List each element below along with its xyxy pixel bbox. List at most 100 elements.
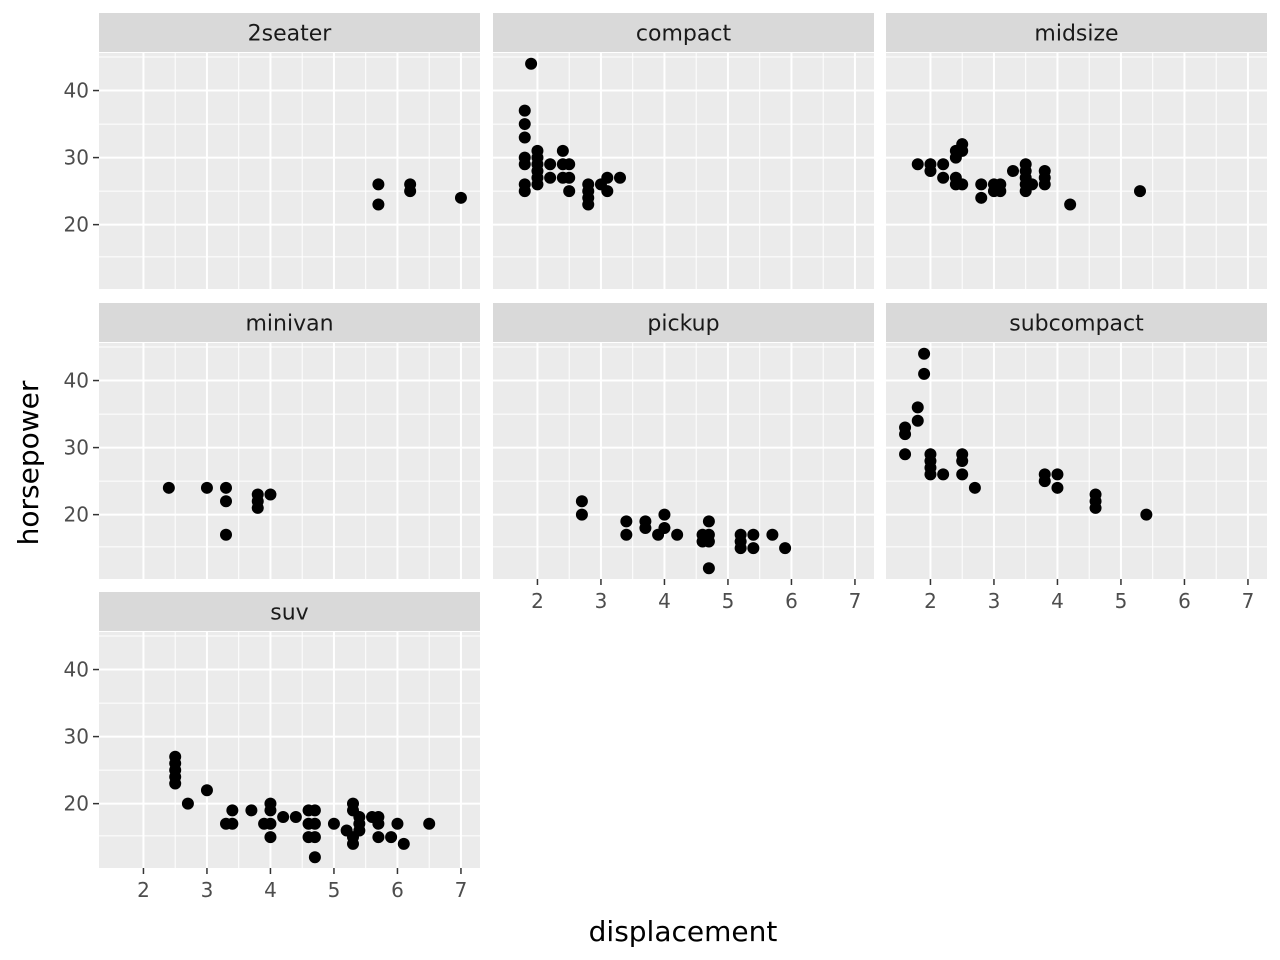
- data-point: [918, 347, 931, 360]
- facet-panel-midsize: midsize: [886, 13, 1267, 289]
- data-point: [1038, 475, 1051, 488]
- y-tick-label: 30: [64, 725, 89, 749]
- facet-strip-label: pickup: [647, 312, 719, 337]
- facet-panel-2seater: 2seater 20 30 40: [64, 13, 480, 289]
- data-point: [353, 824, 366, 837]
- data-point: [277, 811, 290, 824]
- x-tick-label: 3: [988, 589, 1001, 613]
- data-point: [404, 185, 417, 198]
- data-point: [1051, 468, 1064, 481]
- y-tick-label: 40: [64, 658, 89, 682]
- data-point: [956, 468, 969, 481]
- data-point: [372, 817, 385, 830]
- data-point: [391, 817, 404, 830]
- facet-panel-pickup: pickup 2 3 4 5 6 7: [493, 303, 874, 613]
- panel-background: [99, 53, 480, 289]
- data-point: [525, 57, 538, 70]
- y-tick-label: 30: [64, 146, 89, 170]
- y-tick-label: 20: [64, 213, 89, 237]
- data-point: [614, 171, 626, 184]
- x-tick-label: 7: [1242, 589, 1255, 613]
- facet-strip: [99, 13, 480, 52]
- data-point: [994, 185, 1007, 198]
- facet-strip-label: subcompact: [1009, 312, 1144, 337]
- facet-strip-label: minivan: [245, 312, 333, 337]
- x-tick-label: 5: [722, 589, 735, 613]
- x-tick-label: 4: [658, 589, 671, 613]
- data-point: [518, 158, 531, 171]
- data-point: [347, 837, 359, 850]
- data-point: [162, 481, 175, 494]
- facet-panel-minivan: minivan 20 30 40: [64, 303, 480, 579]
- x-tick-label: 6: [785, 589, 798, 613]
- panel-background: [886, 53, 1267, 289]
- data-point: [747, 528, 760, 541]
- data-point: [308, 817, 321, 830]
- data-point: [220, 481, 232, 494]
- data-point: [937, 468, 950, 481]
- data-point: [200, 481, 213, 494]
- data-point: [264, 817, 277, 830]
- data-point: [531, 178, 544, 191]
- y-axis-title: horsepower: [12, 380, 45, 545]
- facet-strip: [886, 303, 1267, 342]
- data-point: [226, 817, 239, 830]
- data-point: [454, 191, 467, 204]
- panel-background: [99, 632, 480, 868]
- facet-panel-subcompact: subcompact 2 3 4 5 6 7: [886, 303, 1267, 613]
- data-point: [956, 178, 969, 191]
- facet-strip-label: compact: [636, 22, 732, 47]
- data-point: [563, 185, 576, 198]
- x-tick-label: 7: [455, 878, 468, 902]
- data-point: [518, 104, 531, 117]
- data-point: [734, 542, 747, 555]
- data-point: [372, 198, 385, 211]
- data-point: [289, 811, 302, 824]
- data-point: [639, 522, 652, 535]
- data-point: [544, 171, 557, 184]
- x-tick-label: 3: [595, 589, 608, 613]
- data-point: [308, 804, 321, 817]
- x-axis-title: displacement: [589, 915, 778, 948]
- data-point: [423, 817, 436, 830]
- data-point: [226, 804, 239, 817]
- data-point: [601, 171, 614, 184]
- data-point: [924, 468, 937, 481]
- x-tick-label: 3: [201, 878, 214, 902]
- x-tick-label: 2: [137, 878, 150, 902]
- data-point: [747, 542, 760, 555]
- data-point: [181, 797, 194, 810]
- data-point: [245, 804, 258, 817]
- data-point: [1064, 198, 1077, 211]
- panel-background: [99, 343, 480, 579]
- data-point: [518, 185, 531, 198]
- data-point: [975, 191, 988, 204]
- x-tick-label: 6: [391, 878, 404, 902]
- y-tick-label: 20: [64, 503, 89, 527]
- y-tick-label: 40: [64, 79, 89, 103]
- facet-panel-compact: compact: [493, 13, 874, 289]
- panel-background: [493, 53, 874, 289]
- data-point: [251, 501, 264, 514]
- data-point: [601, 185, 614, 198]
- panel-background: [493, 343, 874, 579]
- data-point: [1140, 508, 1153, 521]
- data-point: [975, 178, 988, 191]
- data-point: [658, 522, 671, 535]
- data-point: [397, 837, 410, 850]
- data-point: [702, 562, 715, 575]
- data-point: [1134, 185, 1146, 198]
- data-point: [620, 515, 633, 528]
- facet-strip: [493, 13, 874, 52]
- x-tick-label: 5: [328, 878, 341, 902]
- x-tick-label: 2: [531, 589, 544, 613]
- y-tick-label: 30: [64, 436, 89, 460]
- data-point: [911, 158, 924, 171]
- data-point: [924, 165, 937, 177]
- data-point: [372, 831, 385, 844]
- data-point: [911, 414, 924, 427]
- data-point: [956, 455, 969, 467]
- data-point: [899, 448, 912, 461]
- x-tick-label: 5: [1115, 589, 1128, 613]
- data-point: [220, 528, 232, 541]
